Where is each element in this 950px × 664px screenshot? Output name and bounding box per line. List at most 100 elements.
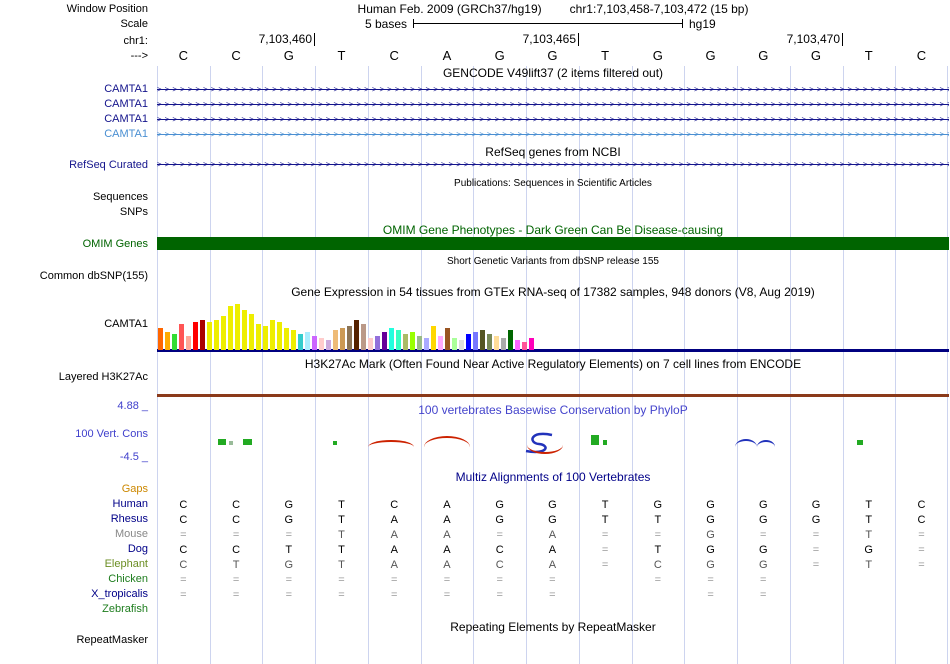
gtex-bar[interactable]: [368, 338, 373, 350]
gtex-bar[interactable]: [480, 330, 485, 350]
gtex-bar[interactable]: [375, 336, 380, 350]
sequences-label[interactable]: Sequences: [92, 191, 148, 203]
gtex-bar[interactable]: [172, 334, 177, 350]
gtex-bar[interactable]: [305, 332, 310, 350]
gencode-transcript-row[interactable]: >>>>>>>>>>>>>>>>>>>>>>>>>>>>>>>>>>>>>>>>…: [157, 100, 949, 110]
gencode-transcript-row[interactable]: >>>>>>>>>>>>>>>>>>>>>>>>>>>>>>>>>>>>>>>>…: [157, 85, 949, 95]
gtex-bar[interactable]: [179, 324, 184, 350]
gtex-bar[interactable]: [312, 336, 317, 350]
gtex-bar[interactable]: [340, 328, 345, 350]
publications-title[interactable]: Publications: Sequences in Scientific Ar…: [454, 178, 652, 189]
gtex-bar[interactable]: [389, 328, 394, 350]
gtex-bar[interactable]: [235, 304, 240, 350]
gtex-bar[interactable]: [186, 336, 191, 350]
gtex-bar[interactable]: [459, 340, 464, 350]
gtex-bar-chart[interactable]: [158, 300, 536, 350]
species-label[interactable]: X_tropicalis: [91, 588, 148, 600]
alignment-row[interactable]: C C T T A A C A = T G G = G =: [157, 543, 949, 558]
gtex-bar[interactable]: [319, 338, 324, 350]
snps-label[interactable]: SNPs: [119, 206, 148, 218]
h3k27ac-title[interactable]: H3K27Ac Mark (Often Found Near Active Re…: [304, 357, 802, 371]
gtex-bar[interactable]: [291, 330, 296, 350]
dbsnp-label[interactable]: Common dbSNP(155): [39, 270, 148, 282]
species-label[interactable]: Rhesus: [110, 513, 148, 525]
gtex-bar[interactable]: [473, 332, 478, 350]
species-label[interactable]: Chicken: [108, 573, 148, 585]
species-label[interactable]: Gaps: [121, 483, 148, 495]
gencode-transcript-label[interactable]: CAMTA1: [104, 98, 148, 110]
gtex-bar[interactable]: [333, 330, 338, 350]
species-label[interactable]: Zebrafish: [102, 603, 148, 615]
omim-gene-bar[interactable]: [157, 237, 949, 250]
h3k27ac-signal-line[interactable]: [157, 394, 949, 397]
gtex-bar[interactable]: [445, 328, 450, 350]
gtex-bar[interactable]: [403, 334, 408, 350]
gencode-transcript-label[interactable]: CAMTA1: [104, 128, 148, 140]
omim-title[interactable]: OMIM Gene Phenotypes - Dark Green Can Be…: [382, 223, 724, 237]
gtex-bar[interactable]: [200, 320, 205, 350]
gtex-bar[interactable]: [298, 334, 303, 350]
gtex-bar[interactable]: [466, 334, 471, 350]
gtex-bar[interactable]: [256, 324, 261, 350]
gtex-bar[interactable]: [452, 338, 457, 350]
repeatmasker-title[interactable]: Repeating Elements by RepeatMasker: [450, 620, 656, 634]
gencode-title[interactable]: GENCODE V49lift37 (2 items filtered out): [442, 66, 664, 80]
gencode-transcript-label[interactable]: CAMTA1: [104, 113, 148, 125]
gtex-bar[interactable]: [228, 306, 233, 350]
gtex-bar[interactable]: [438, 336, 443, 350]
gtex-bar[interactable]: [361, 324, 366, 350]
gtex-bar[interactable]: [494, 336, 499, 350]
gtex-bar[interactable]: [431, 326, 436, 350]
species-label[interactable]: Mouse: [114, 528, 148, 540]
gencode-transcript-row[interactable]: >>>>>>>>>>>>>>>>>>>>>>>>>>>>>>>>>>>>>>>>…: [157, 130, 949, 140]
conservation-track-label[interactable]: 100 Vert. Cons: [75, 428, 148, 440]
gtex-bar[interactable]: [270, 320, 275, 350]
gtex-bar[interactable]: [158, 328, 163, 350]
alignment-row[interactable]: C T G T A A C A = C G G = T =: [157, 558, 949, 573]
repeatmasker-label[interactable]: RepeatMasker: [76, 634, 148, 646]
gtex-bar[interactable]: [424, 338, 429, 350]
gtex-bar[interactable]: [354, 320, 359, 350]
multiz-title[interactable]: Multiz Alignments of 100 Vertebrates: [455, 470, 651, 484]
conservation-title[interactable]: 100 vertebrates Basewise Conservation by…: [418, 403, 688, 417]
alignment-row[interactable]: = = = = = = = = = = =: [157, 573, 949, 588]
refseq-transcript-row[interactable]: >>>>>>>>>>>>>>>>>>>>>>>>>>>>>>>>>>>>>>>>…: [157, 160, 949, 170]
refseq-title[interactable]: RefSeq genes from NCBI: [485, 145, 621, 159]
gtex-bar[interactable]: [249, 314, 254, 350]
gencode-transcript-row[interactable]: >>>>>>>>>>>>>>>>>>>>>>>>>>>>>>>>>>>>>>>>…: [157, 115, 949, 125]
alignment-row[interactable]: = = = = = = = = = =: [157, 588, 949, 603]
gtex-bar[interactable]: [347, 326, 352, 350]
gtex-gene-label[interactable]: CAMTA1: [104, 318, 148, 330]
gtex-bar[interactable]: [515, 340, 520, 350]
refseq-curated-label[interactable]: RefSeq Curated: [69, 159, 148, 171]
omim-genes-label[interactable]: OMIM Genes: [82, 238, 148, 250]
gtex-bar[interactable]: [382, 332, 387, 350]
gtex-bar[interactable]: [501, 338, 506, 350]
gtex-bar[interactable]: [263, 326, 268, 350]
h3k27ac-label[interactable]: Layered H3K27Ac: [58, 371, 148, 383]
gtex-bar[interactable]: [207, 322, 212, 350]
alignment-row[interactable]: = = = T A A = A = = G = = T =: [157, 528, 949, 543]
gencode-transcript-label[interactable]: CAMTA1: [104, 83, 148, 95]
gtex-bar[interactable]: [410, 332, 415, 350]
gtex-bar[interactable]: [277, 322, 282, 350]
gtex-bar[interactable]: [242, 310, 247, 350]
gtex-bar[interactable]: [508, 330, 513, 350]
gtex-bar[interactable]: [284, 328, 289, 350]
gtex-bar[interactable]: [396, 330, 401, 350]
gtex-bar[interactable]: [529, 338, 534, 350]
gtex-bar[interactable]: [417, 336, 422, 350]
species-label[interactable]: Human: [112, 498, 148, 510]
gtex-bar[interactable]: [193, 322, 198, 350]
gtex-bar[interactable]: [522, 342, 527, 350]
gtex-bar[interactable]: [214, 320, 219, 350]
gtex-bar[interactable]: [221, 316, 226, 350]
gtex-bar[interactable]: [165, 332, 170, 350]
gtex-title[interactable]: Gene Expression in 54 tissues from GTEx …: [291, 285, 815, 299]
gtex-bar[interactable]: [326, 340, 331, 350]
dbsnp-title[interactable]: Short Genetic Variants from dbSNP releas…: [447, 256, 659, 267]
species-label[interactable]: Dog: [127, 543, 148, 555]
gtex-bar[interactable]: [487, 334, 492, 350]
